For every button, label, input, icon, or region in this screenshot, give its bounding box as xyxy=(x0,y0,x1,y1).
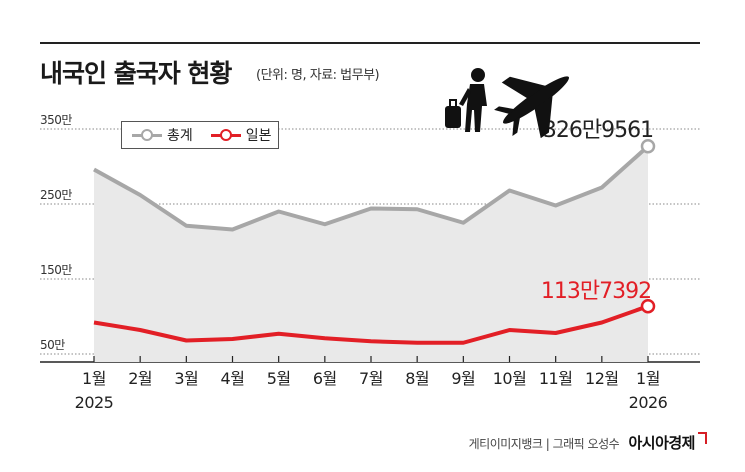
x-tick-label: 4월 xyxy=(221,369,245,388)
callout-japan-last: 113만7392 xyxy=(541,279,651,304)
y-tick-label: 250만 xyxy=(40,188,72,202)
legend-item-japan: 일본 xyxy=(210,125,272,145)
x-tick-label: 10월 xyxy=(493,369,527,388)
x-tick-label: 2026 xyxy=(629,393,668,412)
legend: 총계 일본 xyxy=(121,121,279,149)
area-layer xyxy=(94,146,648,362)
legend-label-japan: 일본 xyxy=(245,128,272,144)
y-tick-label: 50만 xyxy=(40,338,65,352)
brand-logo: 아시아경제 xyxy=(628,434,695,452)
line-layer xyxy=(93,139,656,345)
total-area xyxy=(94,146,648,362)
series-line-total xyxy=(93,144,650,232)
legend-swatch-total xyxy=(132,129,162,141)
x-tick-label: 1월 xyxy=(82,369,106,388)
x-tick-label: 1월 xyxy=(636,369,660,388)
chart-title: 내국인 출국자 현황 xyxy=(40,59,232,88)
x-tick-label: 7월 xyxy=(359,369,383,388)
series-point-japan-last xyxy=(640,298,656,314)
x-tick-label: 2025 xyxy=(75,393,114,412)
x-tick-label: 12월 xyxy=(585,369,619,388)
callout-layer: 326만9561 113만7392 xyxy=(541,118,654,304)
y-tick-label: 150만 xyxy=(40,263,72,277)
y-tick-label: 350만 xyxy=(40,113,72,127)
x-tick-label: 5월 xyxy=(267,369,291,388)
traveler-with-luggage-icon xyxy=(445,68,487,132)
top-rule xyxy=(40,42,700,44)
x-tick-label: 11월 xyxy=(539,369,573,388)
x-tick-label: 9월 xyxy=(451,369,475,388)
legend-item-total: 총계 xyxy=(132,125,193,145)
travel-icons xyxy=(445,68,570,138)
credit-text: 게티이미지뱅크 | 그래픽 오성수 xyxy=(468,437,620,451)
x-tick-label: 6월 xyxy=(313,369,337,388)
callout-total-last: 326만9561 xyxy=(543,118,653,143)
series-line-japan xyxy=(93,304,649,345)
tick-layer: 350만 250만 150만 50만 1월 2025 2월 3월 4월 5월 6월 7월 8월 9월 10월… xyxy=(40,113,668,412)
series-point-total-last xyxy=(640,139,656,154)
legend-swatch-japan xyxy=(210,129,241,141)
brand-mark-icon xyxy=(698,432,707,444)
airplane-icon xyxy=(494,76,570,138)
legend-label-total: 총계 xyxy=(167,128,193,144)
x-tick-label: 8월 xyxy=(405,369,429,388)
credit-line: 게티이미지뱅크 | 그래픽 오성수 아시아경제 xyxy=(468,432,696,453)
x-tick-label: 2월 xyxy=(128,369,152,388)
x-tick-label: 3월 xyxy=(174,369,198,388)
chart-subtitle: (단위: 명, 자료: 법무부) xyxy=(256,68,380,83)
